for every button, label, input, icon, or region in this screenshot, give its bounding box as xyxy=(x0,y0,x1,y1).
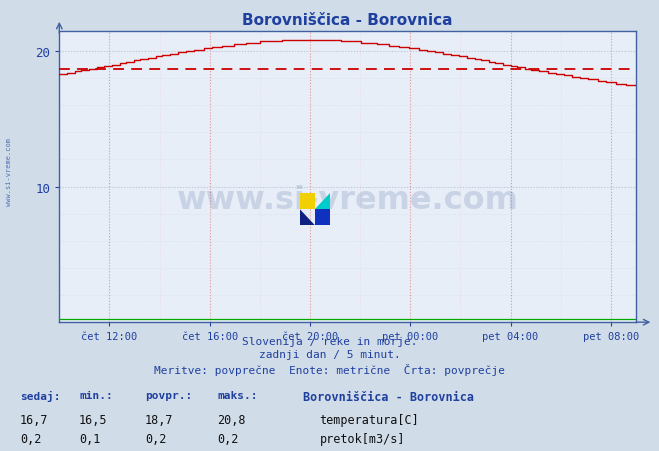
Text: 0,2: 0,2 xyxy=(145,432,166,445)
Text: Meritve: povprečne  Enote: metrične  Črta: povprečje: Meritve: povprečne Enote: metrične Črta:… xyxy=(154,363,505,375)
Text: 16,7: 16,7 xyxy=(20,413,48,426)
Text: temperatura[C]: temperatura[C] xyxy=(320,413,419,426)
Text: 20,8: 20,8 xyxy=(217,413,246,426)
Text: www.si-vreme.com: www.si-vreme.com xyxy=(177,185,519,216)
Text: 16,5: 16,5 xyxy=(79,413,107,426)
Text: 0,2: 0,2 xyxy=(20,432,41,445)
Text: zadnji dan / 5 minut.: zadnji dan / 5 minut. xyxy=(258,350,401,359)
Text: 0,1: 0,1 xyxy=(79,432,100,445)
Bar xyxy=(315,210,330,226)
Text: 0,2: 0,2 xyxy=(217,432,239,445)
Text: maks.:: maks.: xyxy=(217,390,258,400)
Polygon shape xyxy=(315,194,330,210)
Text: www.si-vreme.com: www.si-vreme.com xyxy=(5,138,12,205)
Title: Borovniščica - Borovnica: Borovniščica - Borovnica xyxy=(243,13,453,28)
Text: Borovniščica - Borovnica: Borovniščica - Borovnica xyxy=(303,390,474,403)
Text: povpr.:: povpr.: xyxy=(145,390,192,400)
Text: 18,7: 18,7 xyxy=(145,413,173,426)
Text: pretok[m3/s]: pretok[m3/s] xyxy=(320,432,405,445)
Text: min.:: min.: xyxy=(79,390,113,400)
Text: sedaj:: sedaj: xyxy=(20,390,60,401)
Bar xyxy=(300,194,315,210)
Polygon shape xyxy=(300,210,315,226)
Text: Slovenija / reke in morje.: Slovenija / reke in morje. xyxy=(242,336,417,346)
